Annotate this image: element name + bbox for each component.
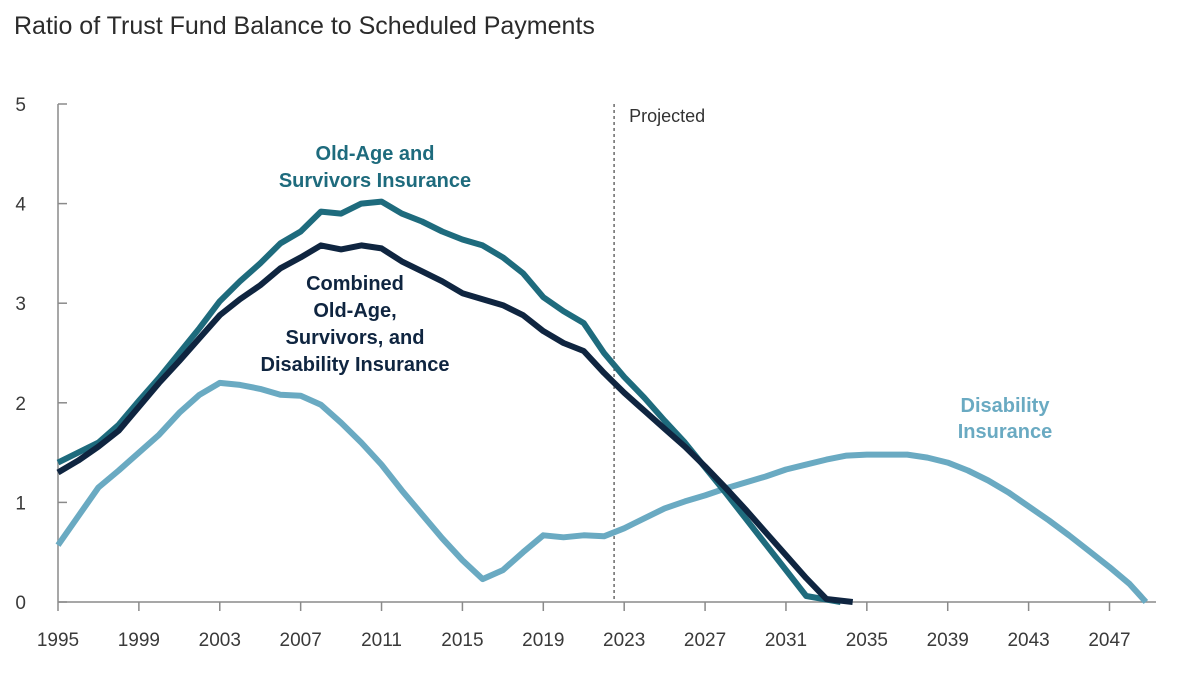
y-tick-label: 3	[15, 294, 26, 315]
x-tick-label: 2011	[361, 630, 402, 651]
projection-marker: Projected	[613, 104, 705, 602]
series-label-line: Insurance	[958, 421, 1052, 443]
series-label-0: Old-Age and Survivors Insurance	[279, 143, 471, 192]
series-lines	[55, 198, 1149, 605]
x-tick-label: 2031	[765, 630, 807, 651]
x-tick-label: 2047	[1088, 630, 1130, 651]
axes: 0 1 2 3 4 5 1995 1999 2003 2007 2011 2015 2019 2023 20…	[15, 95, 1156, 651]
x-tick-label: 2039	[927, 630, 969, 651]
series-line-1	[56, 242, 854, 605]
chart-title: Ratio of Trust Fund Balance to Scheduled…	[14, 12, 595, 40]
x-tick-label: 1999	[118, 630, 160, 651]
series-label-line: Disability	[961, 395, 1051, 417]
x-tick-label: 2023	[603, 630, 645, 651]
x-tick-label: 2043	[1007, 630, 1049, 651]
series-label-line: Disability Insurance	[261, 354, 450, 376]
y-tick-label: 0	[15, 593, 26, 614]
series-label-1: Combined Old-Age, Survivors, and Disability…	[261, 273, 450, 376]
series-line-2	[55, 379, 1149, 605]
x-tick-label: 2035	[846, 630, 888, 651]
y-tick-label: 2	[15, 394, 26, 415]
x-tick-label: 2007	[280, 630, 322, 651]
x-tick-label: 2003	[199, 630, 241, 651]
series-label-line: Survivors, and	[286, 327, 425, 349]
projection-label: Projected	[629, 106, 705, 126]
y-tick-label: 5	[15, 95, 26, 116]
series-label-line: Survivors Insurance	[279, 170, 471, 192]
x-tick-label: 2015	[441, 630, 483, 651]
x-tick-label: 2027	[684, 630, 726, 651]
x-tick-label: 2019	[522, 630, 564, 651]
series-label-line: Old-Age,	[313, 300, 396, 322]
series-labels: Old-Age and Survivors Insurance Combined Ol…	[261, 143, 1053, 443]
y-tick-label: 1	[15, 493, 26, 514]
series-label-2: Disability Insurance	[958, 395, 1052, 443]
y-tick-label: 4	[15, 195, 26, 216]
series-label-line: Combined	[306, 273, 404, 295]
series-label-line: Old-Age and	[316, 143, 435, 165]
x-tick-label: 1995	[37, 630, 79, 651]
